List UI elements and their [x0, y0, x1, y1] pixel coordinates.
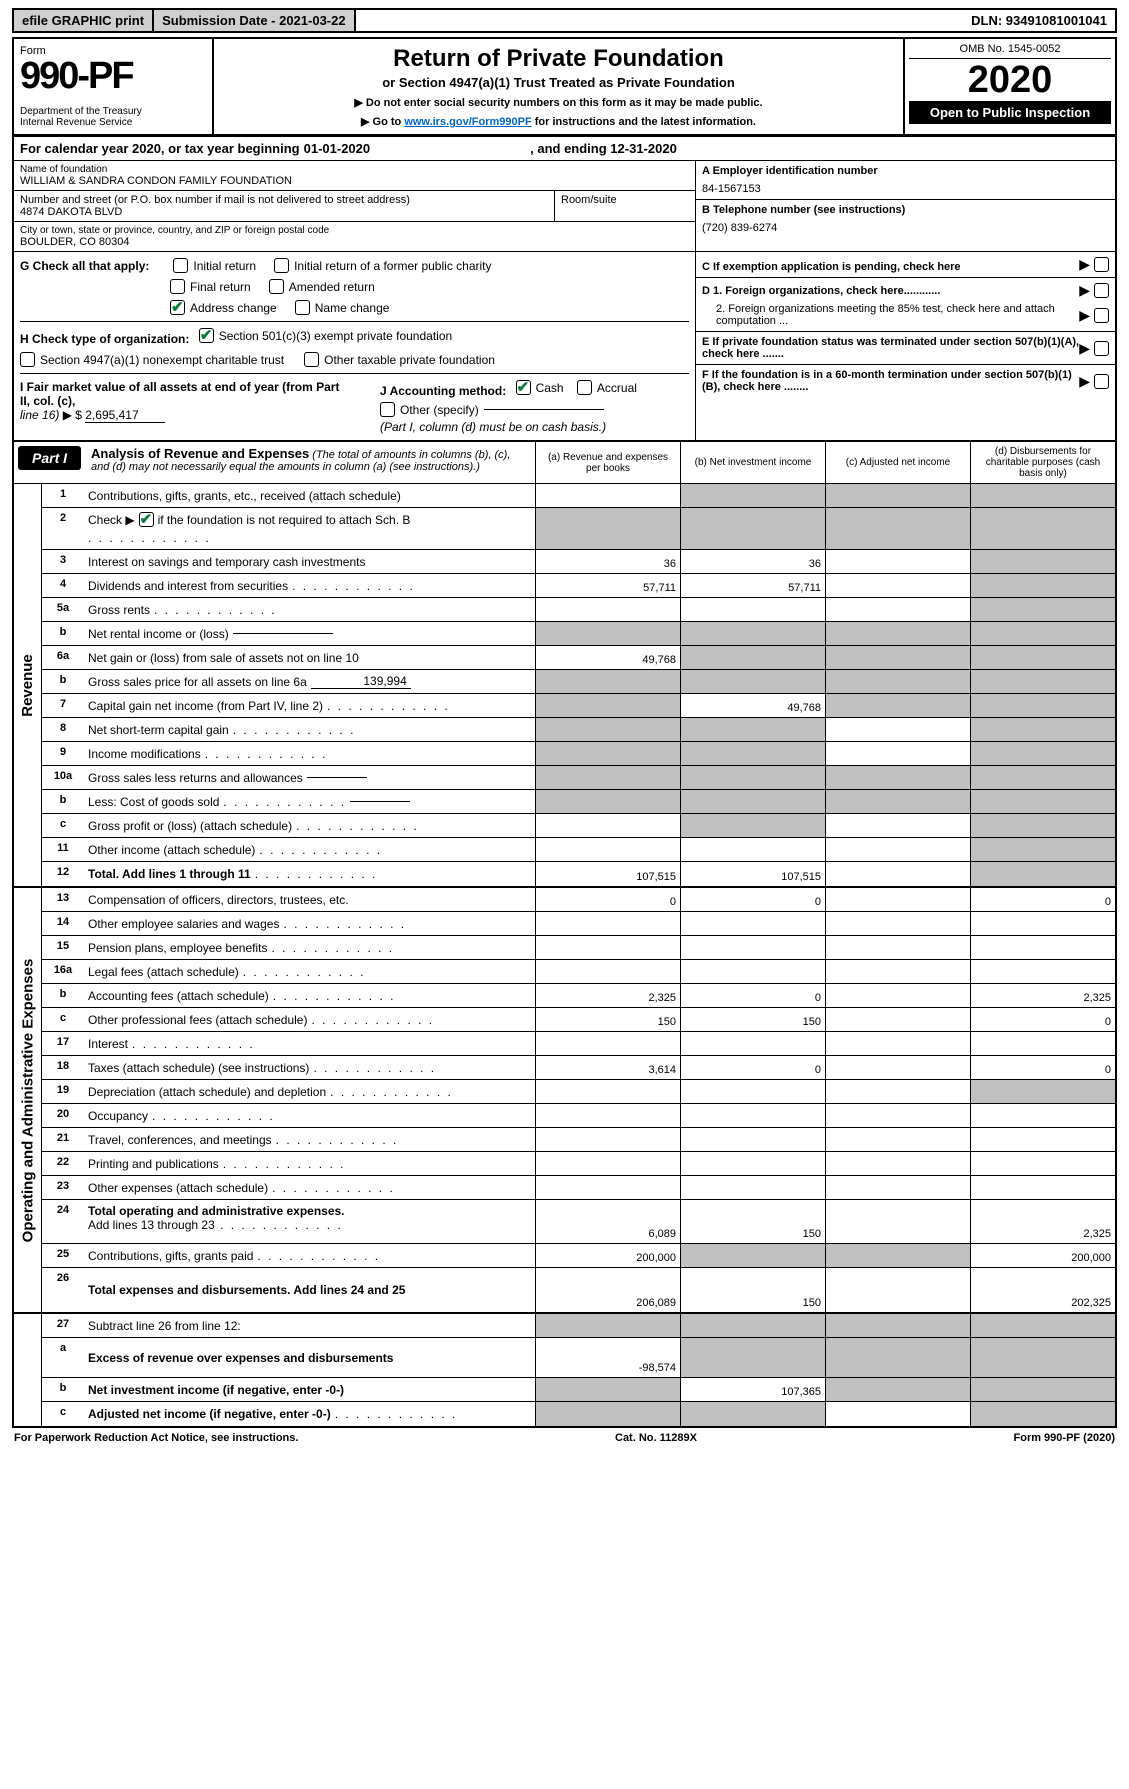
- form-title: Return of Private Foundation: [224, 45, 893, 73]
- footer-mid: Cat. No. 11289X: [615, 1432, 697, 1444]
- line27-table: 27Subtract line 26 from line 12: aExcess…: [12, 1314, 1117, 1428]
- col-b-head: (b) Net investment income: [680, 442, 825, 483]
- d2-label: 2. Foreign organizations meeting the 85%…: [716, 303, 1079, 327]
- chk-other-taxable[interactable]: [304, 352, 319, 367]
- part1-header: Part I Analysis of Revenue and Expenses …: [12, 442, 1117, 484]
- chk-d2[interactable]: [1094, 308, 1109, 323]
- dln: DLN: 93491081001041: [963, 10, 1115, 31]
- chk-address-change[interactable]: [170, 300, 185, 315]
- efile-print-button[interactable]: efile GRAPHIC print: [14, 10, 154, 31]
- footer-right: Form 990-PF (2020): [1014, 1432, 1115, 1444]
- instructions-link[interactable]: www.irs.gov/Form990PF: [404, 116, 531, 128]
- street-address: 4874 DAKOTA BLVD: [20, 206, 548, 218]
- tax-year-end: 12-31-2020: [610, 141, 677, 156]
- chk-d1[interactable]: [1094, 283, 1109, 298]
- phone-label: B Telephone number (see instructions): [702, 204, 1109, 216]
- chk-e[interactable]: [1094, 341, 1109, 356]
- e-label: E If private foundation status was termi…: [702, 336, 1079, 360]
- revenue-side-label: Revenue: [14, 484, 42, 886]
- phone-value: (720) 839-6274: [702, 216, 1109, 234]
- open-to-public: Open to Public Inspection: [909, 101, 1111, 124]
- chk-4947a1[interactable]: [20, 352, 35, 367]
- ein-label: A Employer identification number: [702, 165, 1109, 177]
- tax-year-begin: 01-01-2020: [304, 141, 371, 156]
- col-d-head: (d) Disbursements for charitable purpose…: [970, 442, 1115, 483]
- ein-value: 84-1567153: [702, 177, 1109, 195]
- tax-year: 2020: [909, 59, 1111, 101]
- chk-amended-return[interactable]: [269, 279, 284, 294]
- calendar-year-row: For calendar year 2020, or tax year begi…: [12, 137, 1117, 161]
- chk-cash[interactable]: [516, 380, 531, 395]
- c-label: C If exemption application is pending, c…: [702, 261, 961, 273]
- foundation-name: WILLIAM & SANDRA CONDON FAMILY FOUNDATIO…: [20, 175, 689, 187]
- chk-initial-return[interactable]: [173, 258, 188, 273]
- form-note2: ▶ Go to www.irs.gov/Form990PF for instru…: [224, 115, 893, 128]
- col-a-head: (a) Revenue and expenses per books: [535, 442, 680, 483]
- j-note: (Part I, column (d) must be on cash basi…: [380, 420, 637, 434]
- city-label: City or town, state or province, country…: [20, 225, 689, 236]
- col-c-head: (c) Adjusted net income: [825, 442, 970, 483]
- d1-label: D 1. Foreign organizations, check here..…: [702, 285, 940, 297]
- dept-line2: Internal Revenue Service: [20, 117, 206, 128]
- chk-accrual[interactable]: [577, 380, 592, 395]
- j-label: J Accounting method:: [380, 384, 506, 398]
- part1-badge: Part I: [18, 446, 81, 470]
- i-label: I Fair market value of all assets at end…: [20, 380, 339, 408]
- g-label: G Check all that apply:: [20, 259, 149, 273]
- omb-number: OMB No. 1545-0052: [909, 43, 1111, 59]
- room-label: Room/suite: [561, 194, 689, 206]
- revenue-table: Revenue 1Contributions, gifts, grants, e…: [12, 484, 1117, 888]
- form-number: 990-PF: [20, 57, 206, 95]
- chk-501c3[interactable]: [199, 328, 214, 343]
- form-subtitle: or Section 4947(a)(1) Trust Treated as P…: [224, 75, 893, 90]
- chk-sch-b[interactable]: [139, 512, 154, 527]
- name-label: Name of foundation: [20, 164, 689, 175]
- top-bar: efile GRAPHIC print Submission Date - 20…: [12, 8, 1117, 33]
- chk-final-return[interactable]: [170, 279, 185, 294]
- form-header: Form 990-PF Department of the Treasury I…: [12, 37, 1117, 137]
- chk-c[interactable]: [1094, 257, 1109, 272]
- f-label: F If the foundation is in a 60-month ter…: [702, 369, 1079, 393]
- footer-left: For Paperwork Reduction Act Notice, see …: [14, 1432, 298, 1444]
- city-state-zip: BOULDER, CO 80304: [20, 236, 689, 248]
- address-label: Number and street (or P.O. box number if…: [20, 194, 548, 206]
- h-label: H Check type of organization:: [20, 332, 189, 346]
- fmv-amount: 2,695,417: [85, 408, 165, 423]
- form-note1: ▶ Do not enter social security numbers o…: [224, 96, 893, 109]
- submission-date: Submission Date - 2021-03-22: [154, 10, 356, 31]
- page-footer: For Paperwork Reduction Act Notice, see …: [12, 1428, 1117, 1448]
- part1-title: Analysis of Revenue and Expenses: [91, 446, 309, 461]
- chk-f[interactable]: [1094, 374, 1109, 389]
- expenses-table: Operating and Administrative Expenses 13…: [12, 888, 1117, 1314]
- gross-sales-6a: 139,994: [311, 674, 411, 689]
- dept-line1: Department of the Treasury: [20, 106, 206, 117]
- chk-other-method[interactable]: [380, 402, 395, 417]
- chk-name-change[interactable]: [295, 300, 310, 315]
- expenses-side-label: Operating and Administrative Expenses: [14, 888, 42, 1312]
- chk-initial-former[interactable]: [274, 258, 289, 273]
